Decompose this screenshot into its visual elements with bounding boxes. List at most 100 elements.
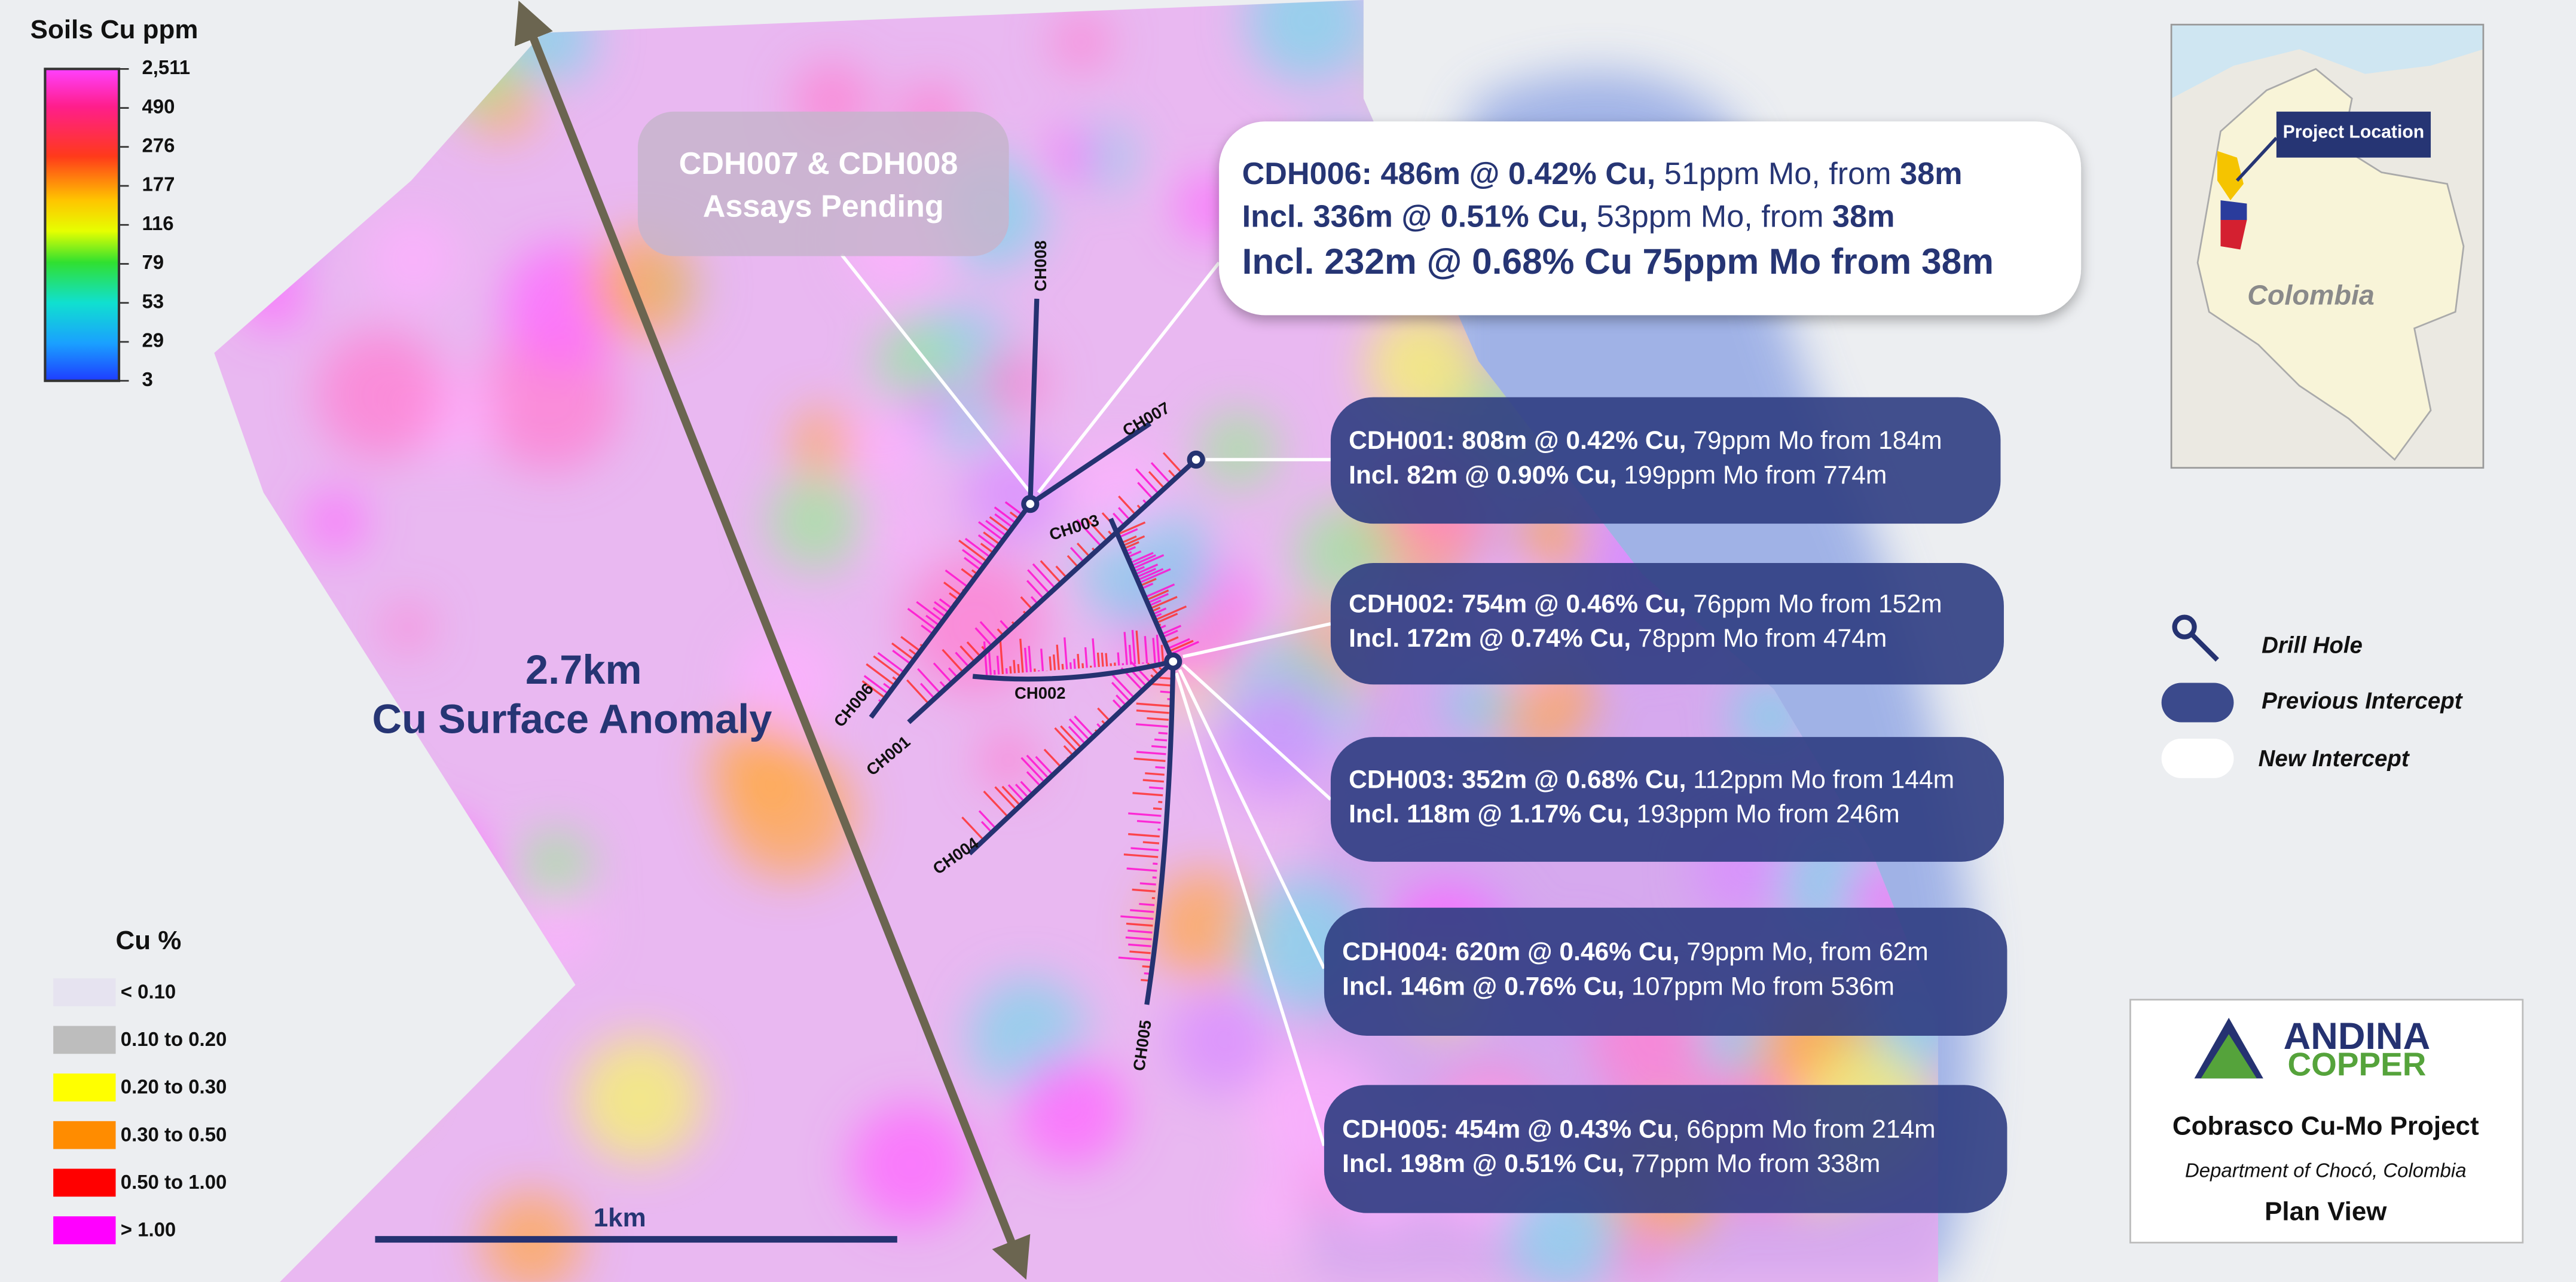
- inset-map: Project Location Colombia: [2171, 25, 2483, 468]
- intercept-part: 193ppm Mo from 246m: [1630, 800, 1900, 828]
- soil-blob: [767, 474, 863, 570]
- logo-name: ANDINA: [2284, 1015, 2431, 1057]
- assay-spike: [1122, 535, 1145, 547]
- drill-hole-icon: [2189, 632, 2219, 662]
- assay-spike: [1133, 757, 1166, 762]
- intercept-line: CDH002: 754m @ 0.46% Cu, 76ppm Mo from 1…: [1349, 590, 1942, 619]
- collar: [1164, 652, 1182, 671]
- assay-spike: [1128, 644, 1132, 665]
- assay-spike: [1148, 471, 1166, 489]
- assay-spike: [1131, 630, 1136, 665]
- assay-spike: [1068, 726, 1087, 745]
- assay-spike: [1142, 965, 1150, 968]
- assay-spike: [1154, 605, 1187, 622]
- anomaly-length: 2.7km: [525, 647, 642, 693]
- soil-blob: [1053, 13, 1110, 71]
- legend-label: New Intercept: [2259, 746, 2410, 772]
- assay-spike: [1067, 555, 1079, 568]
- ramp-label: 276: [142, 134, 175, 157]
- assay-spike: [1135, 631, 1140, 665]
- assay-spike: [1136, 568, 1157, 579]
- intercept-line: Incl. 82m @ 0.90% Cu, 199ppm Mo from 774…: [1349, 461, 1887, 489]
- assay-spike: [1073, 659, 1076, 669]
- soil-blob: [1148, 869, 1260, 981]
- intercept-line: CDH005: 454m @ 0.43% Cu, 66ppm Mo from 2…: [1342, 1115, 1935, 1144]
- intercept-part: 78ppm Mo from 474m: [1631, 624, 1887, 653]
- intercept-part: CDH002: 754m @ 0.46% Cu,: [1349, 590, 1686, 619]
- assay-spike: [1150, 462, 1171, 484]
- assay-spike: [1155, 766, 1165, 769]
- legend-swatch: [53, 1216, 116, 1244]
- assay-spike: [1074, 715, 1095, 738]
- soil-blob: [1014, 1054, 1128, 1168]
- previous-icon: [2161, 683, 2234, 723]
- intercept-part: 199ppm Mo from 774m: [1617, 461, 1887, 489]
- drill-trace: [1028, 298, 1040, 504]
- assay-spike: [1076, 542, 1091, 558]
- assay-spike: [1159, 677, 1172, 680]
- intercept-part: 38m: [1900, 157, 1962, 191]
- assay-spike: [1111, 681, 1131, 703]
- assay-spike: [1138, 568, 1171, 584]
- assay-spike: [1123, 541, 1139, 550]
- anomaly-label: Cu Surface Anomaly: [372, 696, 772, 742]
- assay-spike: [1086, 518, 1108, 542]
- assay-spike: [1156, 635, 1160, 663]
- assay-spike: [1160, 644, 1165, 663]
- assay-spike: [1125, 936, 1152, 941]
- assay-spike: [1064, 637, 1068, 670]
- assay-spike: [1149, 786, 1164, 790]
- scale-label: 1km: [594, 1203, 646, 1232]
- intercept-part: CDH005: 454m @ 0.43% Cu: [1342, 1115, 1672, 1144]
- inset-frame: [2170, 23, 2485, 469]
- intercept-line: Incl. 198m @ 0.51% Cu, 77ppm Mo from 338…: [1342, 1149, 1880, 1178]
- choco-blue: [2220, 200, 2247, 221]
- location-pointer: [2235, 136, 2278, 182]
- choco-red: [2220, 220, 2247, 250]
- collar: [1021, 495, 1040, 513]
- leader-line: [1181, 663, 1332, 801]
- intercept-part: Incl. 172m @ 0.74% Cu,: [1349, 624, 1631, 653]
- intercept-part: Incl. 146m @ 0.76% Cu,: [1342, 972, 1624, 1001]
- assay-spike: [1135, 468, 1160, 495]
- assay-spike: [1120, 915, 1154, 920]
- drill-hole-icon: [2172, 614, 2197, 640]
- assay-spike: [1158, 801, 1163, 803]
- assay-spike: [1040, 560, 1062, 584]
- intercept-part: 51ppm Mo, from: [1655, 157, 1900, 191]
- intercept-line: Incl. 336m @ 0.51% Cu, 53ppm Mo, from 38…: [1242, 199, 1895, 234]
- assay-spike: [1139, 577, 1157, 587]
- previous-intercept-box: [1324, 907, 2007, 1036]
- legend-label: < 0.10: [121, 980, 176, 1002]
- assay-spike: [1129, 950, 1151, 954]
- assay-spike: [1127, 929, 1153, 934]
- assay-spike: [1092, 638, 1096, 668]
- assay-spike: [1129, 552, 1154, 564]
- soil-blob: [845, 402, 931, 488]
- assay-spike: [1049, 656, 1052, 671]
- assay-spike: [1035, 755, 1054, 776]
- assay-spike: [1136, 702, 1170, 708]
- assay-spike: [1126, 922, 1153, 927]
- view-label: Plan View: [2265, 1197, 2387, 1226]
- assay-spike: [1097, 707, 1111, 722]
- intercept-part: , 66ppm Mo from 214m: [1673, 1115, 1936, 1144]
- assay-spike: [1026, 754, 1050, 779]
- assay-spike: [1137, 482, 1154, 500]
- assay-spike: [1110, 672, 1135, 699]
- intercept-part: CDH004: 620m @ 0.46% Cu,: [1342, 938, 1679, 966]
- assay-spike: [1152, 638, 1156, 663]
- project-location: Department of Chocó, Colombia: [2185, 1159, 2467, 1182]
- assay-spike: [1132, 792, 1163, 797]
- intercept-line: Incl. 232m @ 0.68% Cu 75ppm Mo from 38m: [1242, 241, 1994, 282]
- assay-spike: [1147, 593, 1169, 604]
- intercept-line: CDH004: 620m @ 0.46% Cu, 79ppm Mo, from …: [1342, 938, 1929, 966]
- soil-blob: [521, 830, 592, 901]
- legend-label: 0.30 to 0.50: [121, 1123, 227, 1145]
- assay-spike: [1013, 660, 1016, 674]
- previous-intercept-box: [1330, 397, 2001, 524]
- soil-blob: [1215, 681, 1336, 801]
- legend-swatch: [53, 1026, 116, 1054]
